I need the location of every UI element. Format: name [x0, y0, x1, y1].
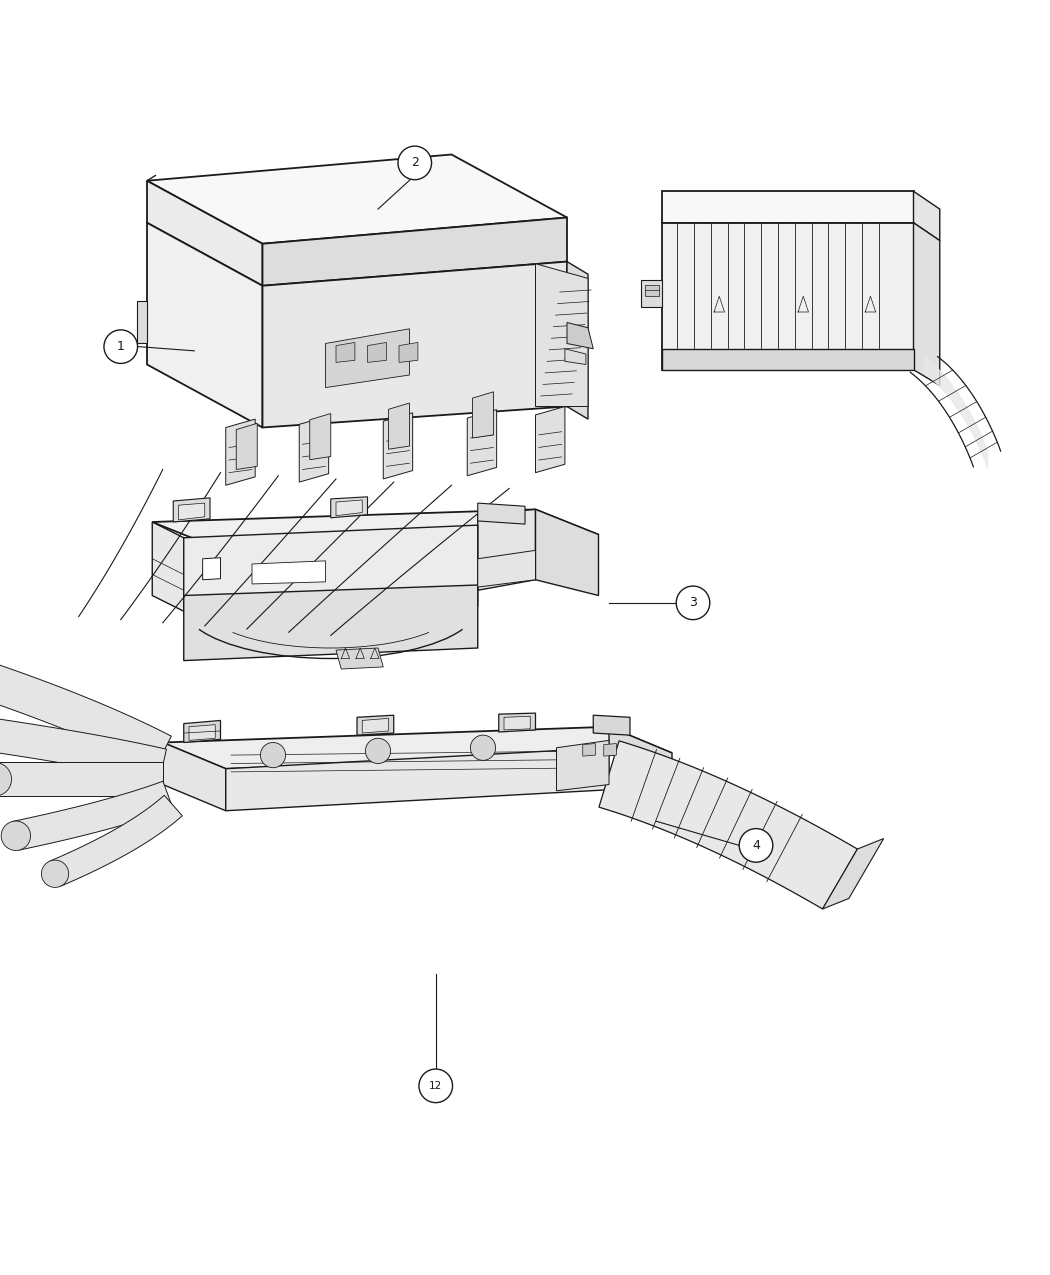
Polygon shape [567, 261, 588, 419]
Polygon shape [368, 343, 386, 362]
Polygon shape [478, 510, 536, 590]
Polygon shape [226, 747, 609, 811]
Polygon shape [173, 497, 210, 521]
Polygon shape [662, 349, 914, 370]
Polygon shape [0, 657, 171, 770]
Polygon shape [336, 500, 362, 515]
Polygon shape [136, 301, 147, 343]
Polygon shape [504, 717, 530, 729]
Polygon shape [583, 743, 595, 756]
Polygon shape [662, 191, 914, 223]
Polygon shape [147, 154, 567, 244]
Polygon shape [331, 497, 368, 518]
Polygon shape [536, 407, 565, 473]
Polygon shape [299, 416, 329, 482]
Polygon shape [598, 741, 858, 909]
Polygon shape [152, 521, 184, 611]
Circle shape [398, 147, 432, 180]
Polygon shape [0, 717, 167, 782]
Polygon shape [163, 742, 226, 811]
Polygon shape [262, 261, 567, 427]
Polygon shape [336, 343, 355, 362]
Circle shape [365, 738, 391, 764]
Polygon shape [326, 329, 410, 388]
Polygon shape [609, 727, 672, 774]
Polygon shape [13, 782, 173, 850]
Polygon shape [567, 323, 593, 349]
Circle shape [419, 1068, 453, 1103]
Polygon shape [362, 718, 388, 733]
Polygon shape [147, 223, 262, 427]
Text: 2: 2 [411, 157, 419, 170]
Polygon shape [593, 715, 630, 736]
Polygon shape [152, 510, 598, 547]
Polygon shape [556, 741, 609, 790]
Circle shape [1, 821, 30, 850]
Polygon shape [604, 743, 616, 756]
Polygon shape [262, 218, 567, 286]
Polygon shape [914, 191, 940, 241]
Polygon shape [336, 648, 383, 669]
Text: 1: 1 [117, 340, 125, 353]
Polygon shape [357, 715, 394, 736]
Polygon shape [914, 223, 940, 385]
Polygon shape [388, 403, 410, 449]
Polygon shape [252, 561, 326, 584]
Polygon shape [472, 391, 493, 439]
Circle shape [739, 829, 773, 862]
Polygon shape [147, 181, 262, 286]
Polygon shape [399, 343, 418, 362]
Polygon shape [203, 557, 220, 580]
Circle shape [260, 742, 286, 768]
Polygon shape [478, 551, 536, 586]
Polygon shape [645, 284, 659, 296]
Polygon shape [236, 423, 257, 469]
Polygon shape [178, 504, 205, 520]
Polygon shape [184, 720, 220, 742]
Polygon shape [565, 349, 586, 365]
Polygon shape [49, 796, 183, 886]
Polygon shape [0, 762, 163, 796]
Polygon shape [189, 724, 215, 741]
Text: 3: 3 [689, 597, 697, 609]
Polygon shape [226, 419, 255, 486]
Polygon shape [662, 223, 914, 370]
Polygon shape [822, 839, 884, 909]
Polygon shape [163, 727, 672, 769]
Polygon shape [499, 713, 536, 732]
Polygon shape [640, 280, 662, 307]
Polygon shape [467, 409, 497, 476]
Circle shape [104, 330, 138, 363]
Polygon shape [184, 585, 478, 660]
Circle shape [0, 762, 12, 796]
Polygon shape [184, 525, 478, 617]
Text: 12: 12 [429, 1081, 442, 1091]
Polygon shape [536, 264, 588, 407]
Circle shape [470, 736, 496, 760]
Polygon shape [383, 413, 413, 479]
Circle shape [41, 861, 68, 887]
Polygon shape [536, 510, 598, 595]
Polygon shape [478, 504, 525, 524]
Polygon shape [310, 413, 331, 460]
Text: 4: 4 [752, 839, 760, 852]
Circle shape [676, 586, 710, 620]
